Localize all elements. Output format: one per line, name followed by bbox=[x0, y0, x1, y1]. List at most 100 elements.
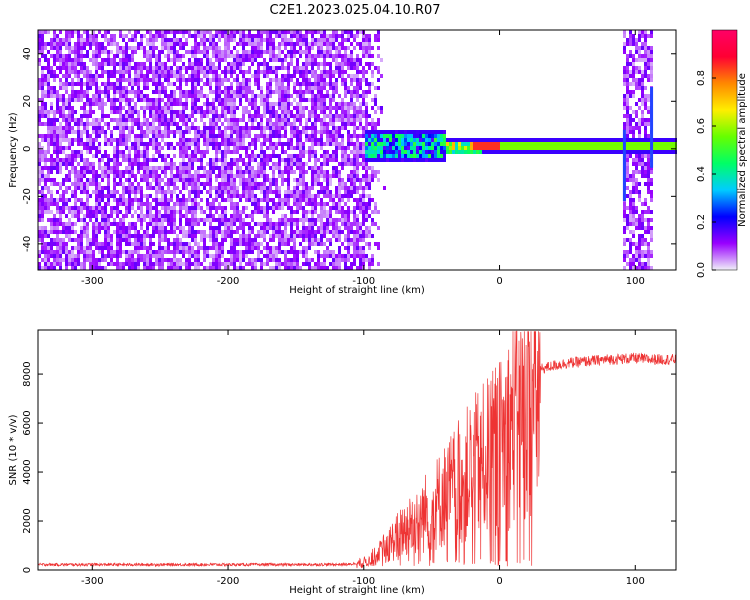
spectrogram-cell bbox=[359, 42, 362, 46]
spectrogram-cell bbox=[101, 222, 104, 226]
spectrogram-cell bbox=[41, 150, 44, 154]
spectrogram-cell bbox=[194, 34, 197, 38]
spectrogram-cell bbox=[287, 170, 290, 174]
spectrogram-cell bbox=[242, 190, 245, 194]
spectrogram-cell bbox=[278, 206, 281, 210]
spectrogram-cell bbox=[167, 190, 170, 194]
spectrogram-cell bbox=[71, 182, 74, 186]
spectrogram-cell bbox=[137, 242, 140, 246]
spectrogram-cell bbox=[290, 50, 293, 54]
spectrogram-cell bbox=[176, 178, 179, 182]
spectrogram-cell bbox=[362, 194, 365, 198]
spectrogram-cell bbox=[239, 94, 242, 98]
spectrogram-cell bbox=[239, 154, 242, 158]
spectrogram-cell bbox=[56, 234, 59, 238]
spectrogram-cell bbox=[299, 118, 302, 122]
spectrogram-cell bbox=[185, 94, 188, 98]
spectrogram-cell bbox=[74, 98, 77, 102]
spectrogram-cell bbox=[326, 254, 329, 258]
spectrogram-cell bbox=[62, 74, 65, 78]
spectrogram-cell bbox=[98, 90, 101, 94]
spectrogram-cell bbox=[110, 138, 113, 142]
spectrogram-cell bbox=[44, 242, 47, 246]
spectrogram-cell bbox=[278, 230, 281, 234]
spectrogram-cell bbox=[320, 98, 323, 102]
spectrogram-cell bbox=[221, 70, 224, 74]
spectrogram-cell bbox=[209, 210, 212, 214]
spectrogram-cell bbox=[134, 106, 137, 110]
spectrogram-cell bbox=[263, 246, 266, 250]
spectrogram-cell bbox=[317, 102, 320, 106]
spectrogram-cell bbox=[368, 262, 371, 266]
spectrogram-cell bbox=[131, 258, 134, 262]
spectrogram-cell bbox=[296, 218, 299, 222]
spectrogram-cell bbox=[182, 74, 185, 78]
spectrogram-cell bbox=[110, 50, 113, 54]
spectrogram-cell bbox=[326, 210, 329, 214]
spectrogram-cell bbox=[266, 110, 269, 114]
spectrogram-cell bbox=[125, 46, 128, 50]
spectrogram-cell bbox=[92, 82, 95, 86]
spectrogram-cell bbox=[242, 206, 245, 210]
spectrogram-cell bbox=[338, 246, 341, 250]
spectrogram-cell bbox=[224, 110, 227, 114]
spectrogram-cell bbox=[131, 126, 134, 130]
spectrogram-cell bbox=[86, 66, 89, 70]
spectrogram-cell bbox=[146, 78, 149, 82]
spectrogram-cell bbox=[269, 234, 272, 238]
spectrogram-cell bbox=[254, 74, 257, 78]
spectrogram-cell bbox=[311, 70, 314, 74]
spectrogram-cell bbox=[284, 190, 287, 194]
spectrogram-cells bbox=[38, 30, 677, 270]
spectrogram-cell bbox=[278, 266, 281, 270]
spectrogram-cell bbox=[266, 186, 269, 190]
spectrogram-cell bbox=[140, 46, 143, 50]
spectrogram-cell bbox=[164, 42, 167, 46]
spectrogram-cell bbox=[155, 182, 158, 186]
spectrogram-cell bbox=[161, 110, 164, 114]
spectrogram-cell bbox=[317, 78, 320, 82]
spectrogram-cell bbox=[200, 118, 203, 122]
spectrogram-cell bbox=[260, 266, 263, 270]
spectrogram-cell bbox=[326, 186, 329, 190]
spectrogram-cell bbox=[80, 134, 83, 138]
spectrogram-cell bbox=[104, 82, 107, 86]
spectrogram-cell bbox=[293, 238, 296, 242]
spectrogram-cell bbox=[53, 74, 56, 78]
spectrogram-cell bbox=[347, 38, 350, 42]
spectrogram-cell bbox=[272, 78, 275, 82]
spectrogram-cell bbox=[185, 146, 188, 150]
spectrogram-cell bbox=[341, 206, 344, 210]
spectrogram-cell bbox=[281, 218, 284, 222]
spectrogram-cell bbox=[299, 94, 302, 98]
spectrogram-cell bbox=[62, 198, 65, 202]
spectrogram-cell bbox=[122, 222, 125, 226]
spectrogram-cell bbox=[68, 158, 71, 162]
spectrogram-cell bbox=[296, 206, 299, 210]
spectrogram-cell bbox=[323, 94, 326, 98]
spectrogram-cell bbox=[71, 222, 74, 226]
spectrogram-cell bbox=[77, 30, 80, 34]
spectrogram-cell bbox=[302, 174, 305, 178]
spectrogram-cell bbox=[146, 226, 149, 230]
spectrogram-cell bbox=[275, 110, 278, 114]
spectrogram-cell bbox=[206, 126, 209, 130]
spectrogram-cell bbox=[53, 90, 56, 94]
spectrogram-cell bbox=[248, 34, 251, 38]
spectrogram-cell bbox=[272, 154, 275, 158]
spectrogram-cell bbox=[50, 42, 53, 46]
spectrogram-cell bbox=[101, 130, 104, 134]
spectrogram-cell bbox=[227, 62, 230, 66]
spectrogram-cell bbox=[143, 142, 146, 146]
spectrogram-cell bbox=[107, 186, 110, 190]
spectrogram-cell bbox=[56, 210, 59, 214]
spectrogram-cell bbox=[212, 114, 215, 118]
spectrogram-cell bbox=[251, 158, 254, 162]
spectrogram-cell bbox=[77, 50, 80, 54]
spectrogram-cell bbox=[161, 122, 164, 126]
spectrogram-cell bbox=[173, 262, 176, 266]
spectrogram-cell bbox=[236, 190, 239, 194]
spectrogram-cell bbox=[194, 238, 197, 242]
spectrogram-cell bbox=[83, 74, 86, 78]
spectrogram-cell bbox=[95, 218, 98, 222]
